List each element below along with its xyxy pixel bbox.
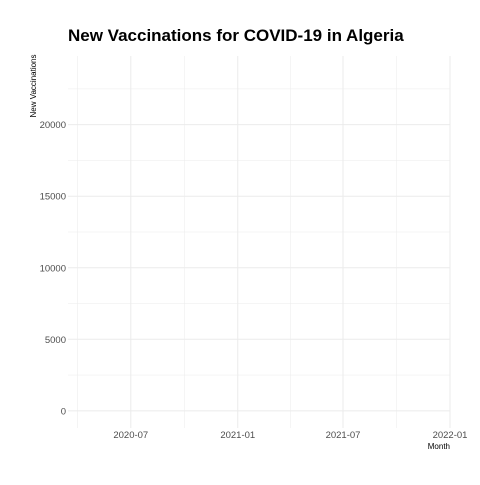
major-gridlines — [68, 56, 451, 428]
x-axis-ticks: 2020-07 2021-01 2021-07 2022-01 — [113, 430, 467, 441]
x-tick-label: 2022-01 — [433, 430, 468, 441]
y-tick-label: 5000 — [45, 335, 66, 346]
x-tick-label: 2021-07 — [326, 430, 361, 441]
y-tick-label: 15000 — [40, 192, 66, 203]
y-axis-label: New Vaccinations — [29, 55, 38, 118]
x-tick-label: 2020-07 — [113, 430, 148, 441]
y-tick-label: 20000 — [40, 120, 66, 131]
y-tick-label: 10000 — [40, 263, 66, 274]
minor-gridlines — [68, 56, 450, 428]
chart-title: New Vaccinations for COVID-19 in Algeria — [68, 26, 404, 45]
y-axis-ticks: 0 5000 10000 15000 20000 — [40, 120, 66, 417]
y-tick-label: 0 — [61, 406, 66, 417]
x-axis-label: Month — [428, 442, 450, 451]
x-tick-label: 2021-01 — [220, 430, 255, 441]
